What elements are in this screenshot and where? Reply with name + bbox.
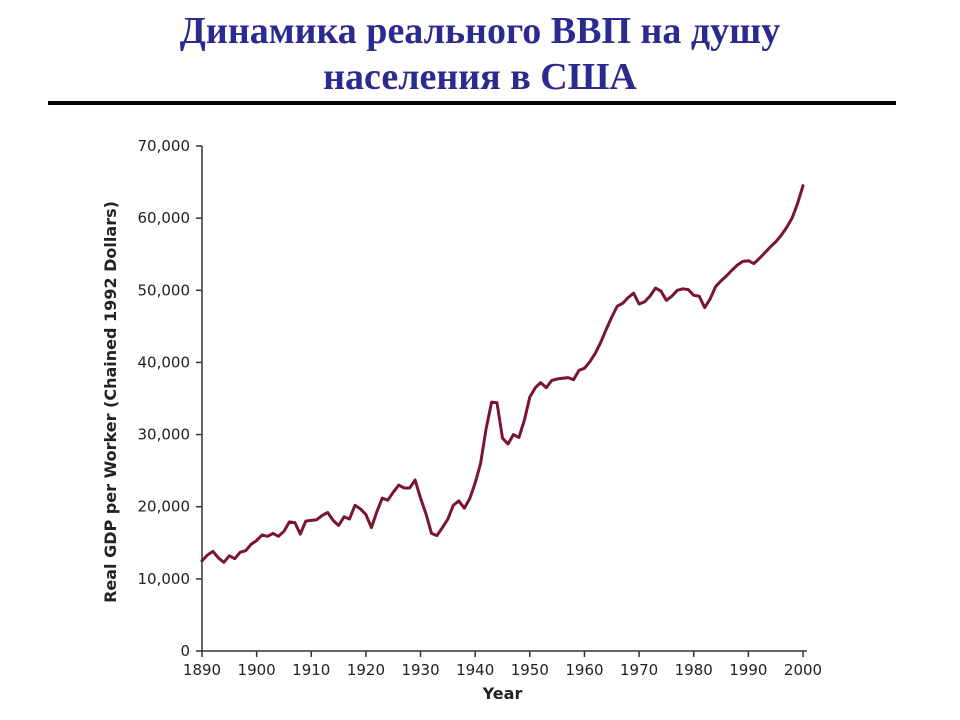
slide-title-line-2: населения в США <box>323 56 637 98</box>
x-tick-label: 1940 <box>456 661 494 679</box>
y-tick-label: 50,000 <box>138 281 191 299</box>
y-tick-label: 70,000 <box>138 137 191 155</box>
slide-title: Динамика реального ВВП на душу населения… <box>0 8 960 100</box>
slide-title-line-1: Динамика реального ВВП на душу <box>179 10 781 52</box>
x-tick-label: 1900 <box>238 661 276 679</box>
x-tick-label: 1890 <box>183 661 221 679</box>
series-line-gdp-per-worker <box>200 184 805 564</box>
x-tick-label: 1970 <box>620 661 658 679</box>
y-tick-label: 60,000 <box>138 209 191 227</box>
x-tick-label: 2000 <box>784 661 822 679</box>
x-tick-label: 1950 <box>511 661 549 679</box>
y-tick-label: 0 <box>180 642 190 660</box>
y-axis-label: Real GDP per Worker (Chained 1992 Dollar… <box>101 201 120 603</box>
x-tick-label: 1930 <box>401 661 439 679</box>
x-tick-label: 1990 <box>729 661 767 679</box>
x-axis-label: Year <box>482 684 523 703</box>
y-tick-label: 10,000 <box>138 570 191 588</box>
y-tick-label: 40,000 <box>138 353 191 371</box>
axes <box>201 146 807 652</box>
x-tick-label: 1910 <box>292 661 330 679</box>
x-tick-label: 1920 <box>347 661 385 679</box>
title-divider <box>48 101 896 105</box>
x-tick-label: 1960 <box>565 661 603 679</box>
y-tick-label: 20,000 <box>138 498 191 516</box>
axis-ticks: 0 10,000 20,000 30,000 40,000 50,000 60,000 70,… <box>138 137 823 679</box>
x-tick-label: 1980 <box>675 661 713 679</box>
y-tick-label: 30,000 <box>138 426 191 444</box>
